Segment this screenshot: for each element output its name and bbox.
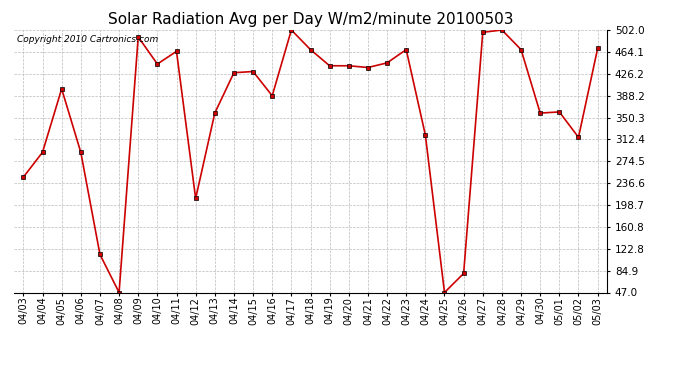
Text: Copyright 2010 Cartronics.com: Copyright 2010 Cartronics.com — [17, 35, 158, 44]
Title: Solar Radiation Avg per Day W/m2/minute 20100503: Solar Radiation Avg per Day W/m2/minute … — [108, 12, 513, 27]
